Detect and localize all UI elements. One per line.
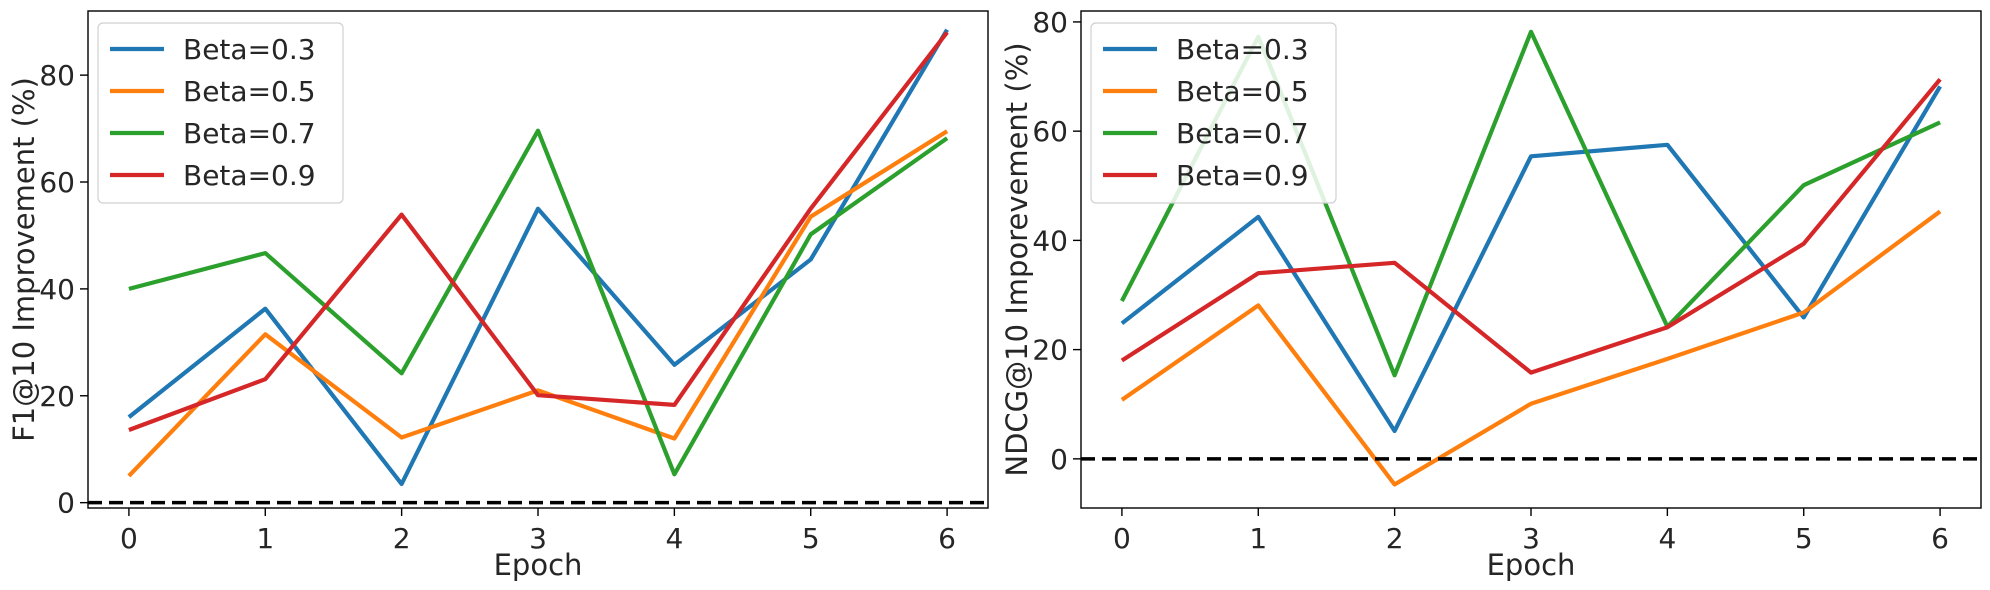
y-tick-label: 20 (1032, 334, 1068, 367)
x-tick-label: 4 (1658, 522, 1676, 555)
x-axis-label: Epoch (1487, 548, 1576, 582)
y-tick-label: 40 (39, 273, 75, 306)
x-tick-label: 5 (1795, 522, 1813, 555)
series-line-4 (128, 31, 949, 432)
y-tick-label: 60 (39, 166, 75, 199)
x-tick-label: 3 (1522, 522, 1540, 555)
series-line-1 (1120, 85, 1942, 434)
legend-label-1: Beta=0.3 (183, 33, 316, 66)
legend-label-3: Beta=0.7 (183, 117, 316, 150)
legend-box (97, 22, 344, 204)
series-line-1 (127, 28, 949, 487)
series-line-2 (127, 129, 949, 478)
legend-label-4: Beta=0.9 (1176, 159, 1309, 192)
y-tick-label: 20 (39, 380, 75, 413)
legend-label-2: Beta=0.5 (1176, 75, 1309, 108)
x-tick-label: 6 (1931, 522, 1949, 555)
y-tick-label: 40 (1032, 224, 1068, 257)
y-tick-label: 80 (1032, 6, 1068, 39)
x-tick-label: 5 (802, 522, 820, 555)
y-tick-label: 80 (39, 59, 75, 92)
y-tick-label: 60 (1032, 115, 1068, 148)
series-line-3 (128, 128, 949, 477)
legend: Beta=0.3 Beta=0.5 Beta=0.7 Beta=0.9 (1090, 22, 1337, 204)
x-tick-label: 6 (938, 522, 956, 555)
x-axis-label: Epoch (494, 548, 583, 582)
y-tick-label: 0 (1050, 443, 1068, 476)
x-tick-label: 4 (665, 522, 683, 555)
legend-label-2: Beta=0.5 (183, 75, 316, 108)
series-line-2 (1120, 209, 1942, 487)
x-tick-label: 1 (1249, 522, 1267, 555)
x-tick-label: 2 (1386, 522, 1404, 555)
y-axis-label: NDCG@10 Imporevement (%) (1000, 42, 1034, 476)
legend-label-3: Beta=0.7 (1176, 117, 1309, 150)
x-tick-label: 0 (120, 522, 138, 555)
legend: Beta=0.3 Beta=0.5 Beta=0.7 Beta=0.9 (97, 22, 344, 204)
y-tick-label: 0 (57, 487, 75, 520)
legend-label-4: Beta=0.9 (183, 159, 316, 192)
y-axis-label: F1@10 Improvement (%) (7, 77, 41, 442)
x-tick-label: 1 (256, 522, 274, 555)
x-tick-label: 2 (393, 522, 411, 555)
legend-box (1090, 22, 1337, 204)
x-tick-label: 0 (1113, 522, 1131, 555)
series-line-4 (1120, 77, 1942, 375)
x-tick-label: 3 (529, 522, 547, 555)
legend-label-1: Beta=0.3 (1176, 33, 1309, 66)
